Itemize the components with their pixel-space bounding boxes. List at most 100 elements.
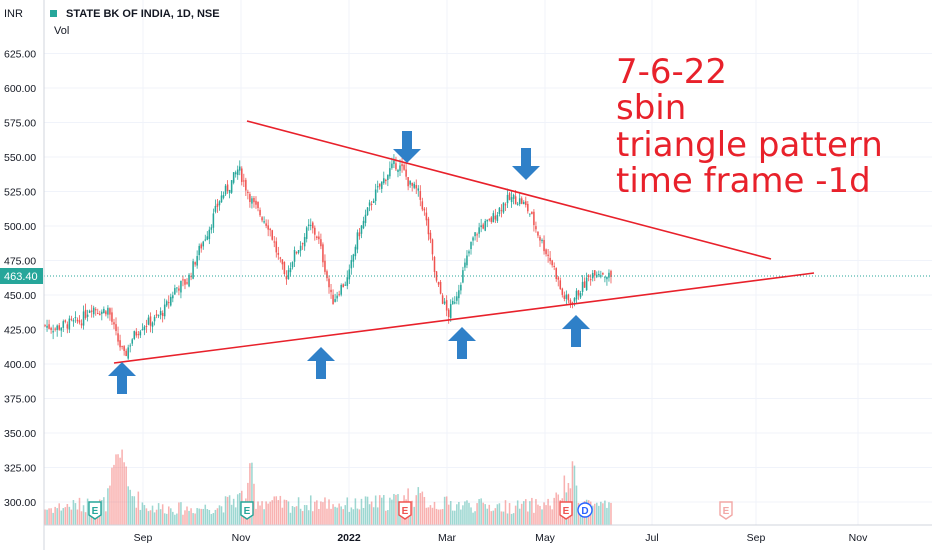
candle-body bbox=[608, 272, 610, 278]
earnings-marker[interactable] bbox=[398, 501, 412, 520]
arrow-up-icon[interactable] bbox=[562, 315, 590, 347]
event-marker-letter: E bbox=[563, 506, 570, 517]
volume-bar bbox=[257, 501, 259, 525]
candle-body bbox=[84, 309, 87, 318]
volume-bar bbox=[78, 497, 81, 525]
candle-body bbox=[243, 180, 245, 182]
volume-bar bbox=[249, 463, 251, 525]
volume-bar bbox=[133, 496, 136, 525]
volume-bar bbox=[107, 488, 109, 525]
candle-body bbox=[121, 346, 123, 348]
volume-bar bbox=[443, 496, 446, 525]
volume-bar bbox=[508, 503, 511, 525]
volume-bar bbox=[139, 509, 142, 525]
volume-bar bbox=[447, 504, 450, 525]
candle-body bbox=[342, 284, 344, 288]
candle-body bbox=[312, 222, 314, 229]
earnings-marker[interactable] bbox=[240, 501, 254, 520]
volume-bar bbox=[307, 510, 310, 525]
volume-bar bbox=[547, 498, 549, 525]
candle-body bbox=[58, 325, 60, 330]
candle-body bbox=[362, 220, 365, 229]
candles bbox=[44, 154, 612, 360]
candle-body bbox=[245, 179, 247, 191]
candle-body bbox=[480, 225, 482, 228]
volume-bar bbox=[370, 501, 373, 525]
candle-body bbox=[74, 317, 77, 319]
arrow-up-icon[interactable] bbox=[108, 362, 136, 394]
earnings-marker[interactable] bbox=[719, 501, 733, 520]
candle-body bbox=[293, 250, 296, 262]
volume-bar bbox=[178, 502, 180, 525]
volume-bar bbox=[358, 509, 361, 525]
volume-bar bbox=[314, 501, 316, 525]
candle-body bbox=[370, 203, 373, 205]
volume-bar bbox=[604, 500, 606, 525]
candle-body bbox=[133, 331, 136, 339]
volume-bar bbox=[141, 502, 144, 525]
volume-bar bbox=[596, 502, 598, 525]
candle-body bbox=[541, 239, 543, 242]
price-badge-label: 463.40 bbox=[4, 271, 38, 283]
candle-body bbox=[401, 164, 403, 167]
candle-body bbox=[165, 301, 168, 306]
candle-body bbox=[113, 322, 115, 325]
candle-body bbox=[399, 165, 401, 171]
volume-bar bbox=[204, 504, 207, 525]
candle-body bbox=[474, 232, 476, 237]
candle-body bbox=[522, 201, 525, 205]
candle-body bbox=[151, 322, 154, 327]
y-tick-label: 450.00 bbox=[4, 290, 36, 302]
candle-body bbox=[238, 166, 241, 171]
volume-bar bbox=[557, 494, 560, 525]
volume-bar bbox=[271, 500, 273, 525]
volume-bar bbox=[541, 509, 543, 525]
candle-body bbox=[307, 224, 310, 226]
candle-body bbox=[127, 347, 129, 359]
volume-bar bbox=[431, 507, 434, 525]
x-tick-label: Sep bbox=[747, 532, 766, 544]
support-trendline[interactable] bbox=[113, 272, 815, 364]
candle-body bbox=[186, 282, 188, 284]
volume-bar bbox=[374, 495, 377, 525]
arrow-up-icon[interactable] bbox=[448, 327, 476, 359]
candle-body bbox=[182, 279, 184, 281]
earnings-marker[interactable] bbox=[559, 501, 573, 520]
arrow-down-icon[interactable] bbox=[512, 148, 540, 180]
candle-body bbox=[504, 204, 507, 206]
volume-bar bbox=[82, 505, 85, 525]
candle-body bbox=[610, 270, 612, 277]
volume-bar bbox=[480, 498, 482, 525]
volume-bar bbox=[52, 512, 54, 525]
candle-body bbox=[583, 281, 586, 288]
volume-bar bbox=[117, 454, 119, 525]
volume-bar bbox=[593, 503, 596, 525]
candle-body bbox=[581, 281, 584, 292]
volume-bar bbox=[439, 509, 442, 525]
dividend-marker[interactable] bbox=[577, 502, 593, 518]
candle-body bbox=[425, 212, 428, 221]
volume-bar bbox=[74, 503, 77, 525]
candle-body bbox=[287, 270, 290, 280]
candle-body bbox=[192, 261, 194, 279]
chart-title[interactable]: STATE BK OF INDIA, 1D, NSE bbox=[66, 8, 220, 20]
candle-body bbox=[405, 169, 407, 177]
candle-body bbox=[204, 239, 207, 241]
candle-body bbox=[492, 213, 495, 223]
candle-body bbox=[259, 209, 261, 216]
candle-body bbox=[222, 195, 225, 198]
resistance-trendline[interactable] bbox=[246, 120, 772, 260]
volume-bar bbox=[472, 512, 474, 525]
candle-body bbox=[512, 194, 515, 199]
candle-body bbox=[135, 331, 138, 336]
volume-bar bbox=[575, 485, 578, 525]
candle-body bbox=[271, 230, 273, 240]
arrow-up-icon[interactable] bbox=[307, 347, 335, 379]
candle-body bbox=[527, 203, 529, 212]
arrow-down-icon[interactable] bbox=[393, 131, 421, 163]
candle-body bbox=[531, 211, 533, 215]
earnings-marker[interactable] bbox=[88, 501, 102, 520]
candle-body bbox=[155, 314, 158, 316]
candle-body bbox=[431, 239, 434, 255]
